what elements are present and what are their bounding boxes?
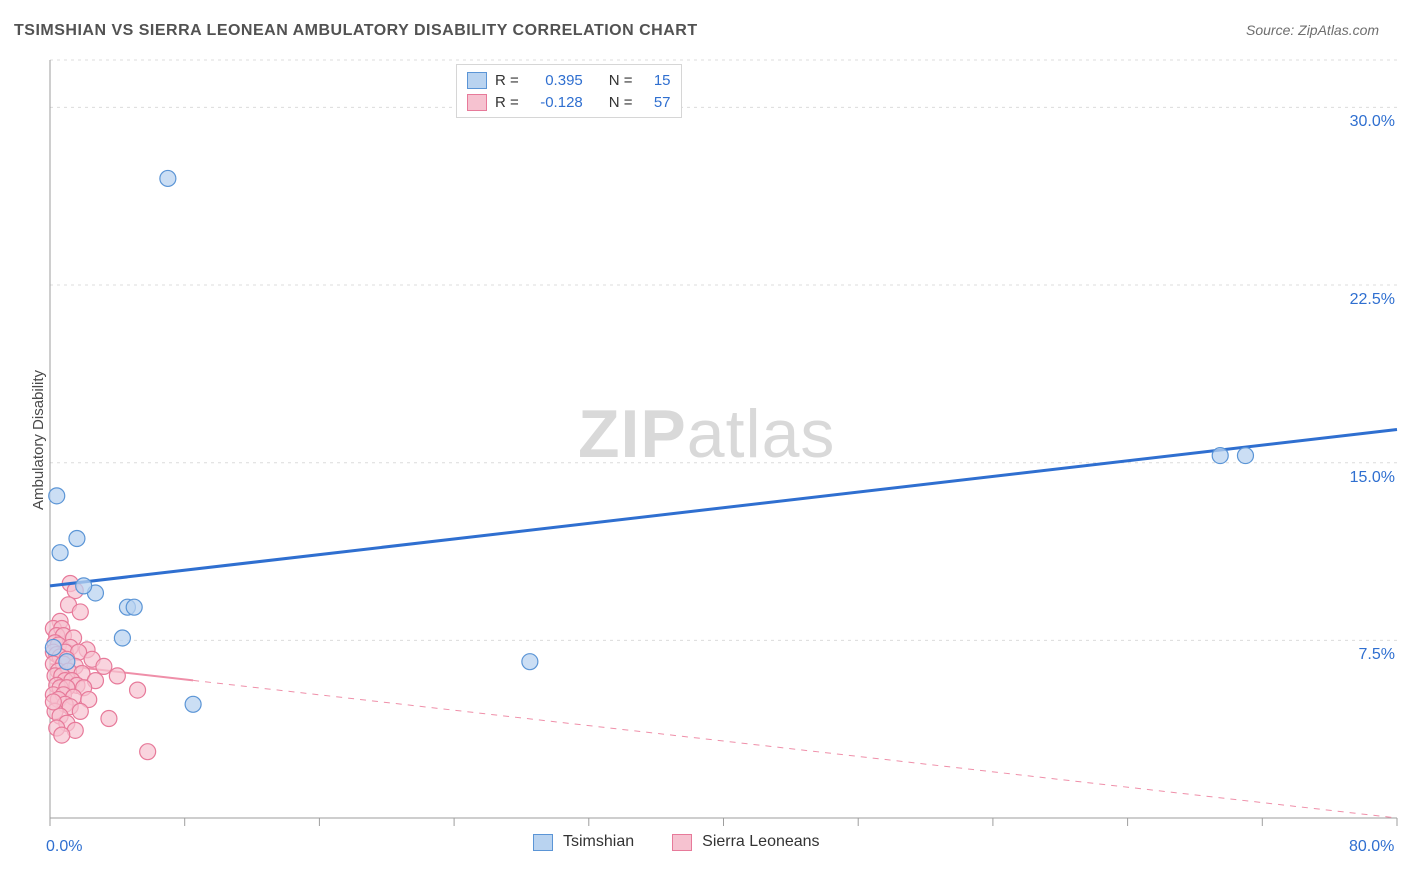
legend-row: R = -0.128 N = 57 [467,91,671,113]
legend-r-value: 0.395 [527,72,583,89]
legend-swatch [467,94,487,111]
legend-n-label: N = [609,72,633,89]
legend-row: R = 0.395 N = 15 [467,69,671,91]
y-tick-label: 7.5% [1335,646,1395,664]
legend-swatch [533,834,553,851]
legend-swatch [672,834,692,851]
legend-n-label: N = [609,94,633,111]
legend-swatch [467,72,487,89]
legend-r-label: R = [495,72,519,89]
x-max-label: 80.0% [1349,838,1394,856]
legend-n-value: 57 [641,94,671,111]
x-min-label: 0.0% [46,838,82,856]
scatter-chart [0,0,1406,892]
legend-series-label: Sierra Leoneans [702,833,819,851]
legend-series-label: Tsimshian [563,833,634,851]
correlation-legend: R = 0.395 N = 15 R = -0.128 N = 57 [456,64,682,118]
y-tick-label: 15.0% [1335,469,1395,487]
legend-r-value: -0.128 [527,94,583,111]
y-tick-label: 30.0% [1335,113,1395,131]
y-tick-label: 22.5% [1335,291,1395,309]
legend-r-label: R = [495,94,519,111]
legend-n-value: 15 [641,72,671,89]
series-legend: Tsimshian Sierra Leoneans [533,833,848,851]
